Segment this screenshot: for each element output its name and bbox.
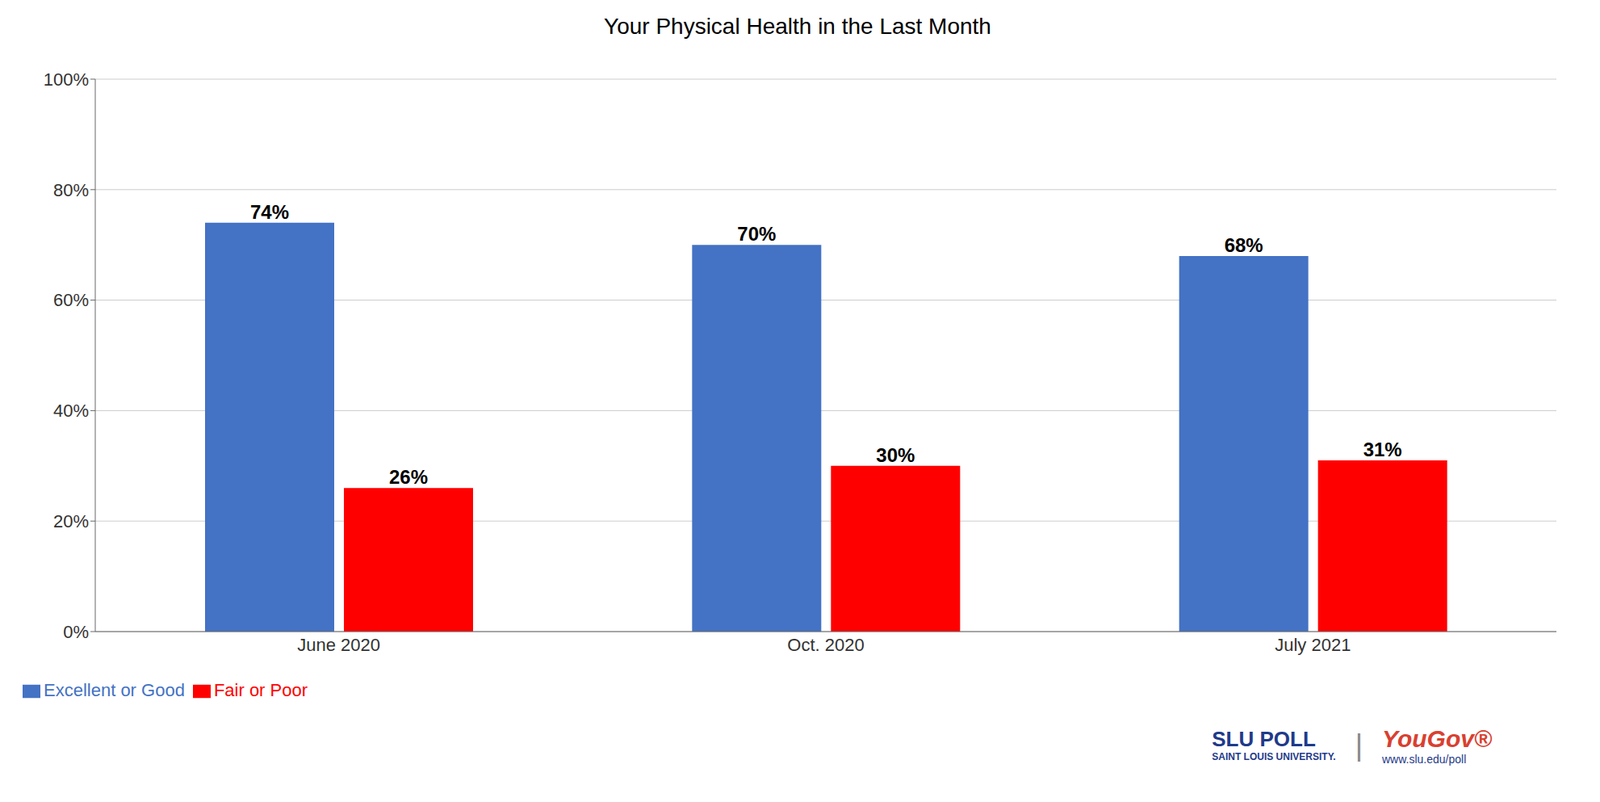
svg-text:Oct. 2020: Oct. 2020 [787,634,864,655]
svg-text:31%: 31% [1363,438,1403,461]
svg-text:74%: 74% [250,201,290,223]
svg-text:68%: 68% [1224,234,1264,256]
svg-text:70%: 70% [737,222,776,245]
svg-text:June 2020: June 2020 [297,634,381,655]
svg-text:26%: 26% [389,465,428,488]
html-text:SAINT LOUIS UNIVERSITY.: SAINT LOUIS UNIVERSITY. [1211,750,1336,763]
svg-text:20%: 20% [53,510,89,532]
html-text:Your Physical Health in the La: Your Physical Health in the Last Month [603,13,992,39]
svg-text:40%: 40% [53,400,89,421]
svg-text:July 2021: July 2021 [1274,634,1351,655]
html-text:www.slu.edu/poll: www.slu.edu/poll [1382,752,1467,766]
svg-text:80%: 80% [53,180,89,201]
html-text:Fair or Poor: Fair or Poor [213,679,308,700]
html-text:SLU POLL: SLU POLL [1211,726,1316,751]
svg-text:100%: 100% [43,69,89,90]
html-text:YouGov®: YouGov® [1382,724,1492,752]
svg-text:60%: 60% [53,289,89,310]
html-text:Excellent or Good: Excellent or Good [43,679,185,700]
svg-text:30%: 30% [875,443,915,466]
svg-text:0%: 0% [62,621,89,642]
